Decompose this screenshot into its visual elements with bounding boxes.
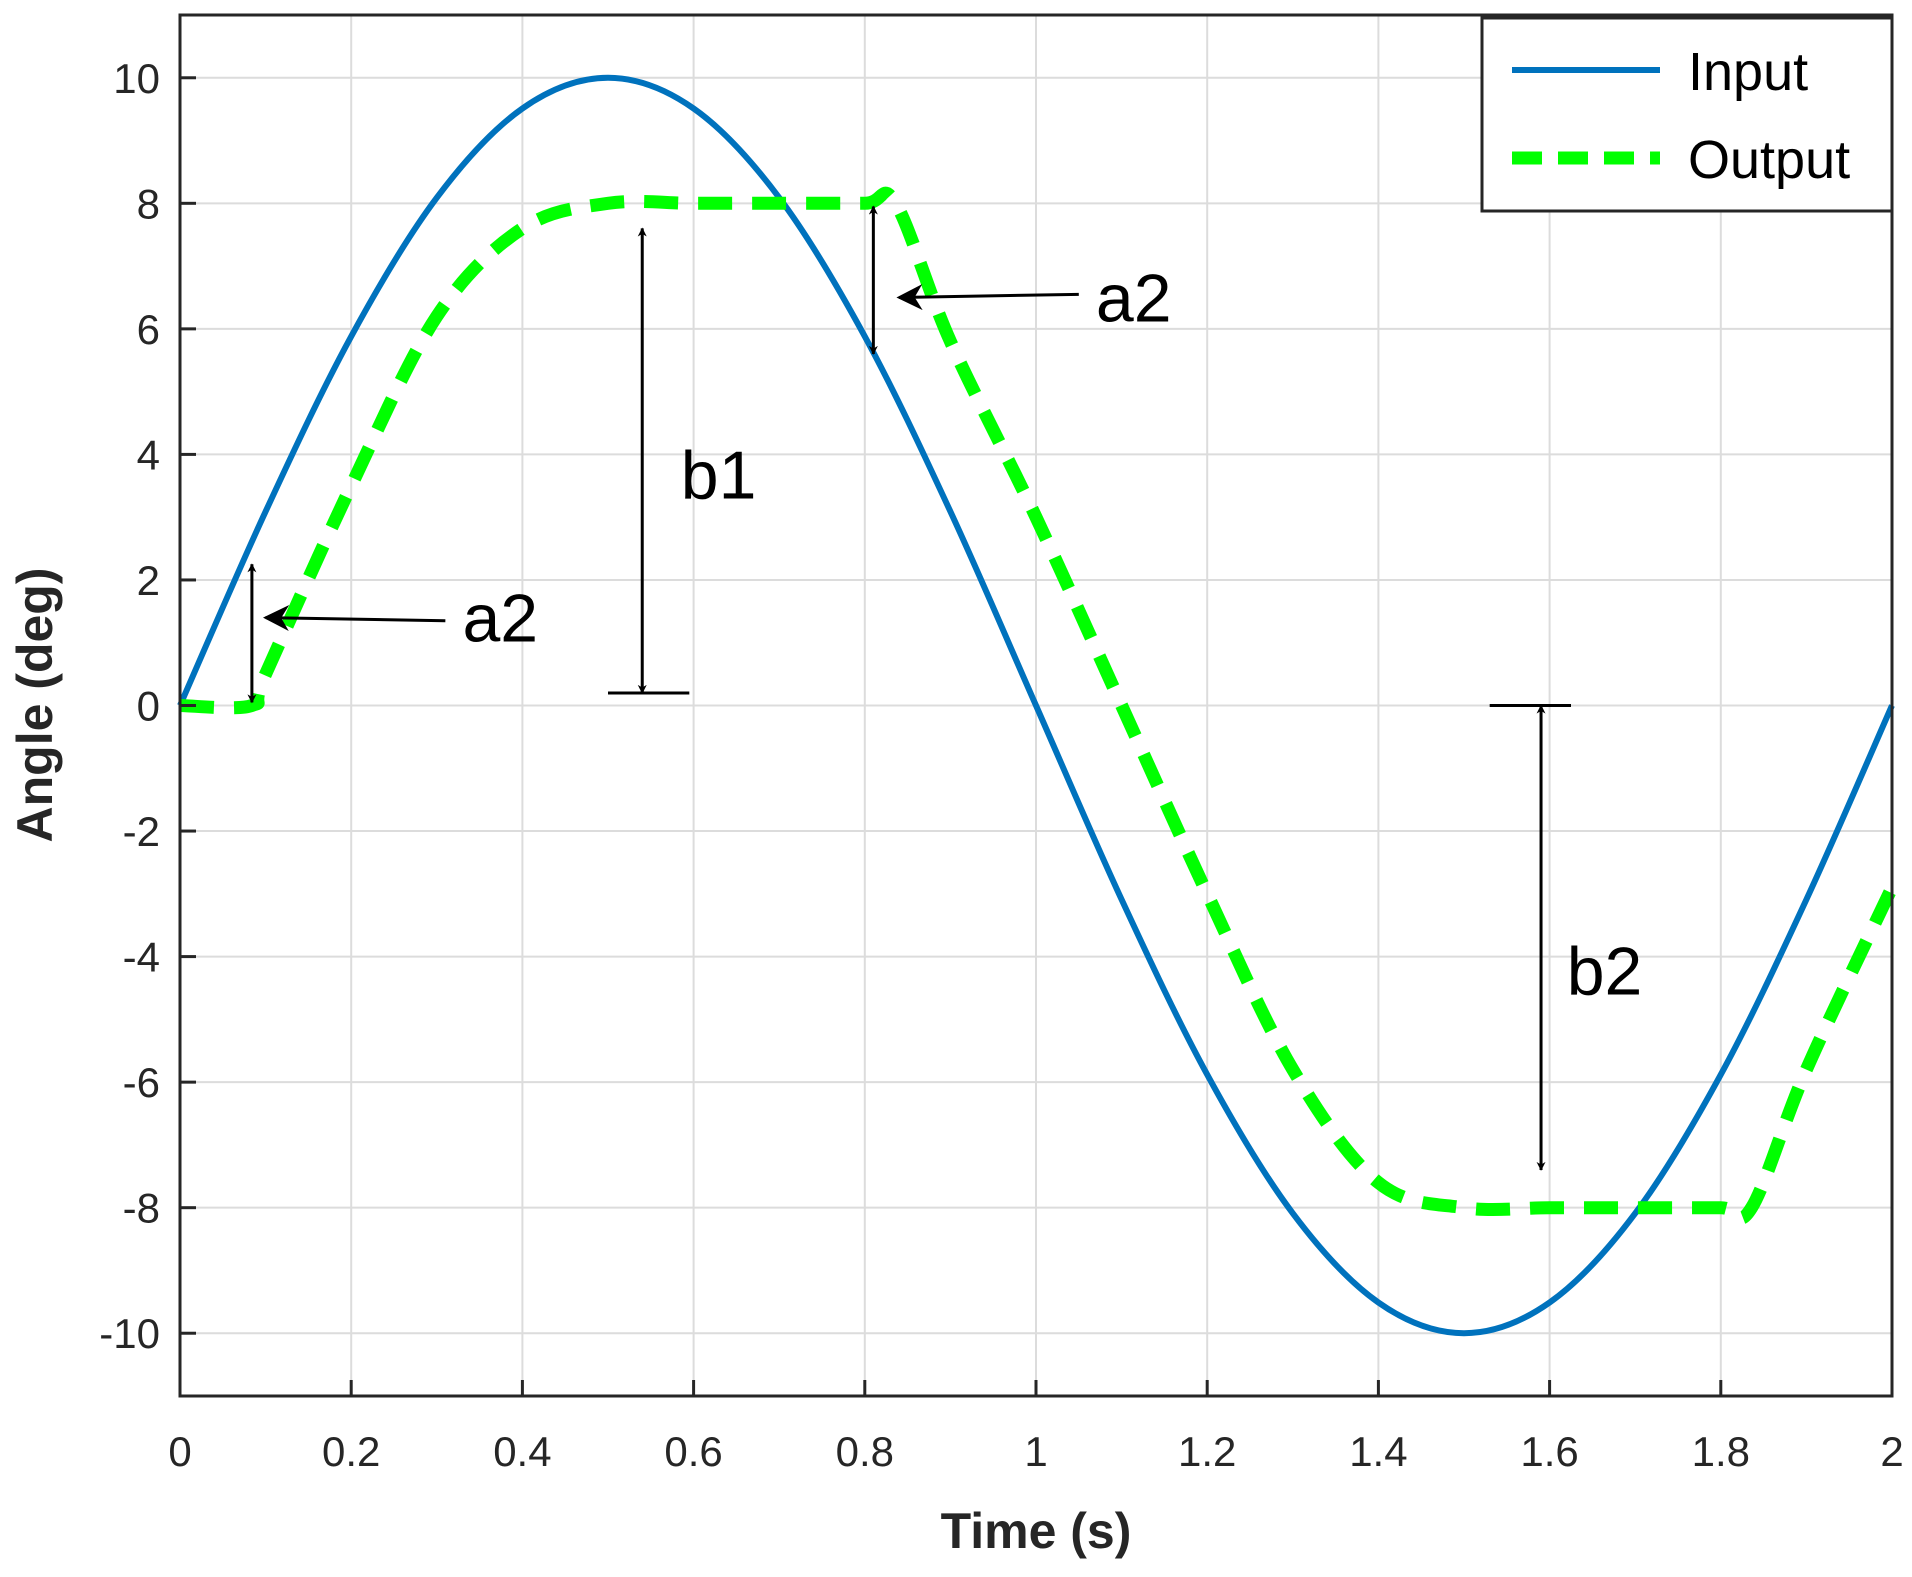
legend-label-input: Input — [1688, 42, 1808, 102]
annotation-a2-second: a2 — [868, 205, 1172, 355]
x-tick-label: 0.8 — [836, 1428, 894, 1475]
y-axis-title: Angle (deg) — [7, 568, 63, 843]
annotation-label: b1 — [681, 437, 757, 513]
y-tick-label: -10 — [99, 1310, 160, 1357]
x-tick-label: 1 — [1024, 1428, 1047, 1475]
annotation-b2: b2 — [1489, 704, 1643, 1171]
axis-ticks: 0 0.2 0.4 0.6 0.8 1 1.2 1.4 1.6 1.8 2 -10 -8 -6 -4 -2 0 2… — [99, 55, 1903, 1475]
x-tick-label: 1.2 — [1178, 1428, 1236, 1475]
y-tick-label: 10 — [113, 55, 160, 102]
pointer-arrow — [263, 605, 446, 632]
y-tick-label: -8 — [123, 1185, 160, 1232]
x-tick-label: 0.6 — [664, 1428, 722, 1475]
legend: Input Output — [1480, 16, 1894, 213]
annotation-label: a2 — [1096, 260, 1172, 336]
annotation-b1: b1 — [608, 227, 757, 695]
annotation-a2-first: a2 — [247, 563, 538, 704]
series-layer — [177, 74, 1898, 1337]
y-tick-label: 2 — [137, 557, 160, 604]
x-axis-title: Time (s) — [941, 1503, 1132, 1559]
legend-box — [1480, 16, 1894, 213]
series-line-input — [177, 74, 1895, 1337]
y-tick-label: -4 — [123, 934, 160, 981]
x-tick-label: 2 — [1880, 1428, 1903, 1475]
annotation-label: a2 — [462, 581, 538, 657]
x-tick-label: 1.6 — [1520, 1428, 1578, 1475]
legend-label-output: Output — [1688, 130, 1850, 190]
pointer-arrow — [896, 284, 1079, 311]
y-tick-label: 6 — [137, 306, 160, 353]
y-tick-label: 8 — [137, 180, 160, 227]
y-tick-label: 0 — [137, 683, 160, 730]
y-tick-label: -2 — [123, 808, 160, 855]
y-tick-label: 4 — [137, 431, 160, 478]
x-tick-label: 1.8 — [1692, 1428, 1750, 1475]
grid — [179, 15, 1893, 1396]
x-tick-label: 0.2 — [322, 1428, 380, 1475]
annotation-label: b2 — [1567, 933, 1643, 1009]
x-tick-label: 0 — [168, 1428, 191, 1475]
x-tick-label: 0.4 — [493, 1428, 551, 1475]
annotations: a2 a2 b1 b2 — [247, 205, 1643, 1171]
y-tick-label: -6 — [123, 1059, 160, 1106]
series-line-output — [179, 186, 1898, 1225]
x-tick-label: 1.4 — [1349, 1428, 1407, 1475]
